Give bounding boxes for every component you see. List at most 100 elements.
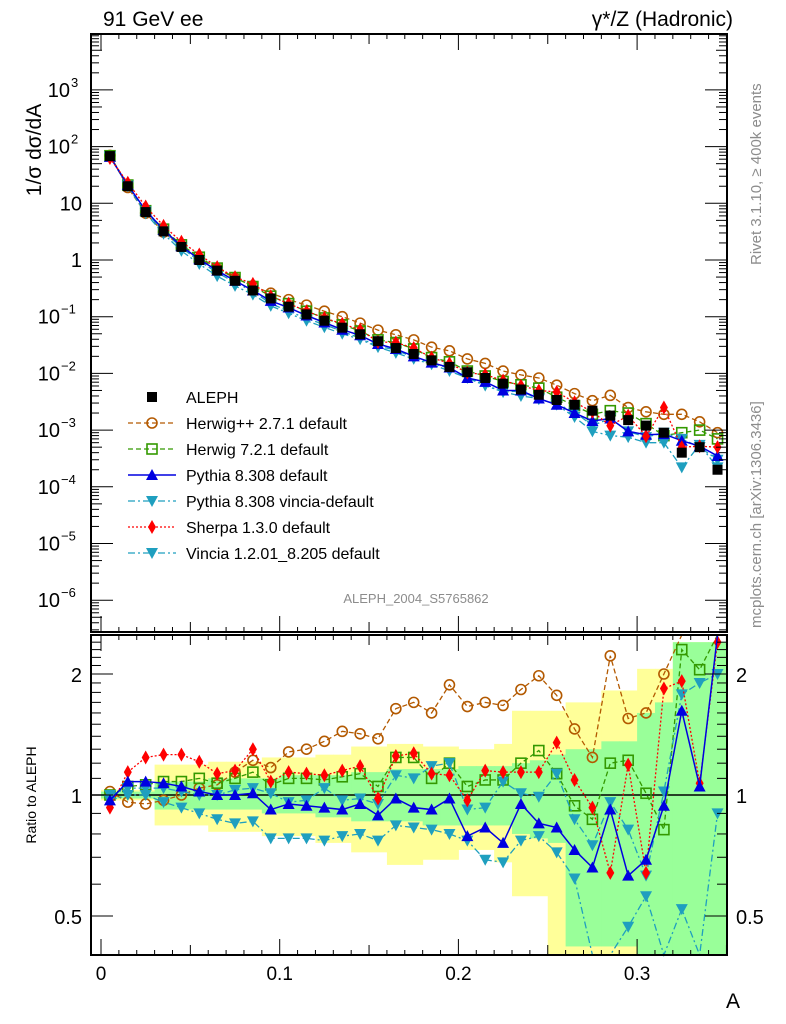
ratio-data-point xyxy=(606,865,615,880)
ratio-data-point xyxy=(479,696,492,709)
main-data-point xyxy=(675,462,688,474)
y-tick-label: 10 xyxy=(48,80,70,102)
x-axis-label: A xyxy=(726,990,740,1013)
ratio-data-point xyxy=(622,712,634,725)
y-tick-label: 10 xyxy=(38,590,60,612)
main-data-point xyxy=(622,425,635,437)
ratio-data-point xyxy=(231,763,240,778)
main-frame xyxy=(90,33,728,633)
legend-label: Herwig 7.2.1 default xyxy=(186,442,329,459)
main-data-point xyxy=(372,336,383,347)
main-data-point xyxy=(176,241,187,252)
main-data-point xyxy=(604,389,617,402)
main-data-point xyxy=(642,429,651,444)
ratio-data-point xyxy=(123,765,132,780)
main-series-0 xyxy=(104,151,723,475)
main-data-point xyxy=(657,437,670,449)
main-data-point xyxy=(658,427,669,438)
x-tick-label: 0.2 xyxy=(445,964,471,985)
ratio-data-point xyxy=(320,768,329,783)
ratio-data-point xyxy=(677,674,686,689)
inner-band-bin xyxy=(619,741,638,947)
ratio-data-point xyxy=(514,797,527,809)
legend-item: Herwig 7.2.1 default xyxy=(128,442,329,459)
ratio-data-point xyxy=(246,787,259,799)
ratio-y-tick-label-right: 1 xyxy=(736,786,747,808)
main-data-point xyxy=(462,367,473,378)
main-data-point xyxy=(140,207,151,218)
y-tick-label-exponent: 2 xyxy=(71,132,78,147)
ratio-data-point xyxy=(175,780,188,792)
ratio-data-point xyxy=(354,797,367,809)
ratio-data-point xyxy=(463,793,472,808)
y-tick-label-exponent: −6 xyxy=(61,585,76,600)
y-tick-label-exponent: −1 xyxy=(61,302,76,317)
ratio-data-point xyxy=(175,802,188,814)
ratio-series-line xyxy=(109,634,718,805)
main-data-point xyxy=(568,407,581,419)
ratio-data-point xyxy=(336,725,349,738)
ratio-data-point xyxy=(356,759,365,774)
legend-label: Pythia 8.308 default xyxy=(186,468,328,485)
ratio-data-point xyxy=(604,757,617,769)
main-data-point xyxy=(355,329,366,340)
ratio-data-point xyxy=(604,803,617,815)
main-data-point xyxy=(675,408,688,421)
ratio-data-point xyxy=(604,649,617,662)
legend-item: Sherpa 1.3.0 default xyxy=(128,520,331,537)
ratio-data-point xyxy=(479,821,492,833)
ratio-data-point xyxy=(157,777,170,789)
ratio-data-point xyxy=(693,677,706,689)
main-data-point xyxy=(551,394,562,405)
main-data-point xyxy=(605,410,616,421)
ratio-data-point xyxy=(211,814,224,826)
ratio-data-point xyxy=(407,801,420,813)
ratio-data-point xyxy=(497,857,510,869)
main-data-point xyxy=(426,355,437,366)
ratio-data-point xyxy=(693,780,706,792)
main-data-point xyxy=(693,416,706,428)
main-data-point xyxy=(659,400,668,415)
ratio-data-point xyxy=(693,663,706,676)
main-data-point xyxy=(587,405,598,416)
main-data-point xyxy=(586,394,599,407)
ratio-data-point xyxy=(622,824,635,836)
ratio-data-point xyxy=(479,854,492,866)
ratio-data-point xyxy=(336,831,349,843)
ratio-data-point xyxy=(516,765,525,780)
ratio-data-point xyxy=(247,766,259,778)
ratio-data-point xyxy=(659,681,668,696)
ratio-data-point xyxy=(481,763,490,778)
inner-band-bin xyxy=(637,712,656,955)
ratio-data-point xyxy=(195,754,204,769)
main-data-point xyxy=(104,151,115,162)
ratio-data-point xyxy=(658,668,670,680)
ratio-data-point xyxy=(318,783,331,795)
ratio-data-point xyxy=(497,776,510,788)
ratio-data-point xyxy=(499,765,508,780)
main-data-point xyxy=(569,399,580,410)
ratio-data-point xyxy=(300,799,313,811)
legend-marker xyxy=(146,548,158,559)
ratio-data-point xyxy=(443,679,456,691)
legend-item: Pythia 8.308 vincia-default xyxy=(128,494,374,511)
main-data-point xyxy=(641,420,652,431)
ratio-data-point xyxy=(497,699,509,712)
ratio-y-tick-label: 2 xyxy=(71,665,82,687)
main-data-point xyxy=(301,309,312,320)
ratio-data-point xyxy=(213,766,222,781)
main-data-point xyxy=(497,384,510,396)
ratio-data-point xyxy=(425,761,438,773)
ratio-data-point xyxy=(141,750,150,765)
main-data-point xyxy=(443,345,456,357)
main-data-point xyxy=(194,255,205,265)
ratio-series-line xyxy=(109,794,719,957)
main-data-point xyxy=(265,293,276,304)
ratio-data-point xyxy=(550,689,563,702)
ratio-data-point xyxy=(479,802,492,814)
main-data-point xyxy=(712,464,723,475)
ratio-data-point xyxy=(461,780,474,793)
ratio-data-point xyxy=(425,707,438,719)
ratio-data-point xyxy=(443,792,456,804)
